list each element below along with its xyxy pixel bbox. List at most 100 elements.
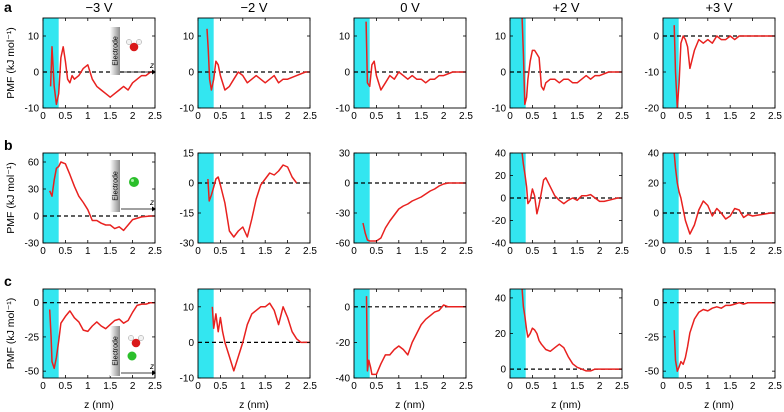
x-tick-label: 1 <box>396 246 402 257</box>
x-axis-label: z (nm) <box>84 399 114 411</box>
x-tick-label: 1.5 <box>103 111 117 122</box>
y-tick-label: 10 <box>339 32 351 43</box>
hydrogen-atom-icon <box>136 39 142 45</box>
z-label: z <box>149 61 154 70</box>
y-tick-label: -40 <box>336 374 351 385</box>
column-header: 0 V <box>400 0 420 15</box>
y-tick-label: -30 <box>336 209 351 220</box>
plot-frame <box>42 288 156 379</box>
row-letter: c <box>4 273 12 289</box>
pmf-series-line <box>48 301 155 370</box>
y-tick-label: 0 <box>33 212 39 223</box>
pmf-series-line <box>521 153 622 215</box>
x-tick-label: 2 <box>750 381 756 392</box>
y-tick-label: -10 <box>492 104 507 115</box>
panel-b-1: 0 0.5 1 1.5 2 2.5 -30 -15 0 15 <box>180 149 318 258</box>
y-tick-label: 10 <box>183 302 195 313</box>
x-tick-label: 2 <box>130 111 136 122</box>
electrode-region <box>510 289 526 378</box>
hydrogen-atom-icon <box>128 335 134 341</box>
x-tick-label: 1.5 <box>414 381 428 392</box>
y-tick-label: 60 <box>28 158 40 169</box>
y-tick-label: -10 <box>25 104 40 115</box>
electrode-bar <box>110 160 120 212</box>
y-tick-label: -50 <box>645 367 660 378</box>
plot-frame <box>197 17 311 109</box>
x-tick-label: 0.5 <box>525 246 539 257</box>
y-tick-label: 15 <box>183 149 195 160</box>
pmf-series-line <box>521 18 622 106</box>
pmf-series-line <box>521 289 622 372</box>
y-tick-label: 0 <box>653 209 659 220</box>
x-tick-label: 2.5 <box>303 381 317 392</box>
x-tick-label: 1 <box>85 111 91 122</box>
y-tick-label: 40 <box>648 149 660 160</box>
pmf-series-line <box>206 28 310 91</box>
x-tick-label: 0.5 <box>369 246 383 257</box>
y-tick-label: -30 <box>25 239 40 250</box>
x-tick-label: 1.5 <box>570 246 584 257</box>
y-tick-label: -10 <box>645 68 660 79</box>
x-tick-label: 0.5 <box>213 381 227 392</box>
x-tick-label: 0 <box>195 246 201 257</box>
y-tick-label: 10 <box>183 32 195 43</box>
panel-c-2: 0 0.5 1 1.5 2 2.5 -40 -20 0 <box>336 288 473 392</box>
x-tick-label: 1.5 <box>103 381 117 392</box>
arrow-head-icon <box>152 69 156 75</box>
y-tick-label: 0 <box>344 179 350 190</box>
x-tick-label: 1.5 <box>723 381 737 392</box>
x-tick-label: 1.5 <box>570 381 584 392</box>
x-tick-label: 2.5 <box>459 381 473 392</box>
x-tick-label: 0.5 <box>58 381 72 392</box>
x-tick-label: 1.5 <box>258 381 272 392</box>
plot-frame <box>353 288 467 379</box>
y-axis-label: PMF (kJ mol⁻¹) <box>5 162 17 233</box>
electrode-label: Electrode <box>113 36 120 66</box>
arrow-head-icon <box>152 370 156 376</box>
x-tick-label: 2 <box>597 381 603 392</box>
y-tick-label: 0 <box>33 68 39 79</box>
inset-schematic: Electrode z <box>110 326 156 376</box>
x-tick-label: 2 <box>750 111 756 122</box>
x-tick-label: 1 <box>552 111 558 122</box>
pmf-series-line <box>365 21 466 91</box>
plot-frame <box>42 152 156 244</box>
x-tick-label: 2.5 <box>303 246 317 257</box>
y-tick-label: 0 <box>344 302 350 313</box>
z-label: z <box>149 362 154 371</box>
x-tick-label: 2.5 <box>768 381 782 392</box>
x-axis-label: z (nm) <box>239 399 269 411</box>
y-tick-label: -15 <box>180 209 195 220</box>
hydrogen-atom-icon <box>138 335 144 341</box>
oxygen-atom-icon <box>131 338 141 348</box>
oxygen-atom-icon <box>129 42 139 52</box>
x-tick-label: 0.5 <box>369 381 383 392</box>
x-tick-label: 1 <box>705 246 711 257</box>
inset-schematic: Electrode z <box>110 27 156 75</box>
x-tick-label: 1.5 <box>723 111 737 122</box>
y-tick-label: -25 <box>25 332 40 343</box>
x-tick-label: 0 <box>195 381 201 392</box>
x-tick-label: 0 <box>195 111 201 122</box>
column-header: −3 V <box>85 0 112 15</box>
y-tick-label: -40 <box>492 239 507 250</box>
plot-frame <box>662 17 776 109</box>
y-tick-label: 20 <box>495 171 507 182</box>
electrode-region <box>198 18 214 108</box>
plot-frame <box>353 152 467 244</box>
y-tick-label: -60 <box>336 239 351 250</box>
x-tick-label: 1 <box>396 111 402 122</box>
x-tick-label: 2.5 <box>768 111 782 122</box>
plot-frame <box>197 288 311 379</box>
electrode-region <box>354 289 370 378</box>
y-tick-label: 30 <box>339 149 351 160</box>
pmf-series-line <box>49 46 155 106</box>
y-tick-label: 0 <box>33 298 39 309</box>
electrode-region <box>510 18 526 108</box>
y-tick-label: 0 <box>653 298 659 309</box>
